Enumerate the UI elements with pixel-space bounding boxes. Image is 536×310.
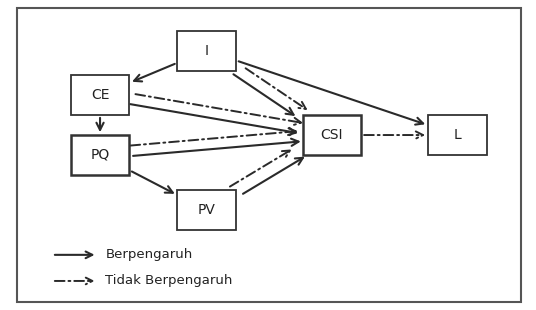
FancyBboxPatch shape	[71, 75, 129, 115]
Text: L: L	[453, 128, 461, 142]
Text: I: I	[205, 43, 209, 58]
FancyBboxPatch shape	[177, 190, 236, 230]
Text: CSI: CSI	[321, 128, 343, 142]
Text: PQ: PQ	[91, 148, 110, 162]
Text: Berpengaruh: Berpengaruh	[106, 248, 192, 261]
FancyBboxPatch shape	[428, 115, 487, 155]
FancyBboxPatch shape	[71, 135, 129, 175]
FancyBboxPatch shape	[177, 31, 236, 70]
Text: CE: CE	[91, 88, 109, 102]
Text: Tidak Berpengaruh: Tidak Berpengaruh	[106, 274, 233, 287]
FancyBboxPatch shape	[303, 115, 361, 155]
Text: PV: PV	[198, 203, 215, 217]
